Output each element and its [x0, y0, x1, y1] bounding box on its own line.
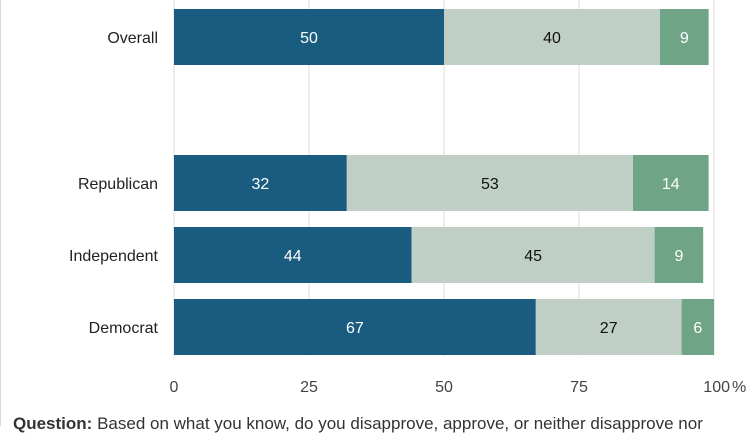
stacked-bar-chart: 50 40 9 Overall 32 53 14 Republican 44 45 9 Indepen…	[69, 0, 746, 396]
data-label: 6	[693, 320, 702, 337]
data-label: 50	[300, 30, 318, 47]
bar-segment	[660, 9, 709, 65]
bar-segment	[633, 155, 709, 211]
data-label: 14	[662, 176, 680, 193]
data-label: 32	[252, 176, 270, 193]
x-tick-label: 75	[570, 379, 588, 396]
data-label: 67	[346, 320, 364, 337]
bar-segment	[174, 155, 347, 211]
question-label: Question:	[13, 414, 93, 433]
x-tick-label: 0	[170, 379, 179, 396]
bar-segment	[346, 155, 633, 211]
data-label: 27	[600, 320, 618, 337]
x-tick-label: 50	[435, 379, 453, 396]
x-unit-label: %	[732, 379, 746, 396]
category-label: Independent	[69, 248, 159, 265]
category-label: Republican	[78, 176, 158, 193]
bar-segment	[681, 299, 714, 355]
data-label: 9	[680, 30, 689, 47]
data-label: 9	[674, 248, 683, 265]
data-label: 53	[481, 176, 499, 193]
category-label: Overall	[107, 30, 158, 47]
bar-segment	[174, 299, 536, 355]
category-label: Democrat	[89, 320, 159, 337]
x-tick-label: 25	[300, 379, 318, 396]
bar-segment	[444, 9, 660, 65]
bar-segment	[174, 227, 412, 283]
question-note: Question: Based on what you know, do you…	[13, 414, 747, 434]
x-tick-label: 100	[703, 379, 730, 396]
bar-segment	[174, 9, 444, 65]
data-label: 45	[524, 248, 542, 265]
bar-segment	[411, 227, 655, 283]
question-text: Based on what you know, do you disapprov…	[97, 414, 703, 433]
bar-segment	[535, 299, 682, 355]
data-label: 44	[284, 248, 302, 265]
bar-segment	[654, 227, 704, 283]
data-label: 40	[543, 30, 561, 47]
